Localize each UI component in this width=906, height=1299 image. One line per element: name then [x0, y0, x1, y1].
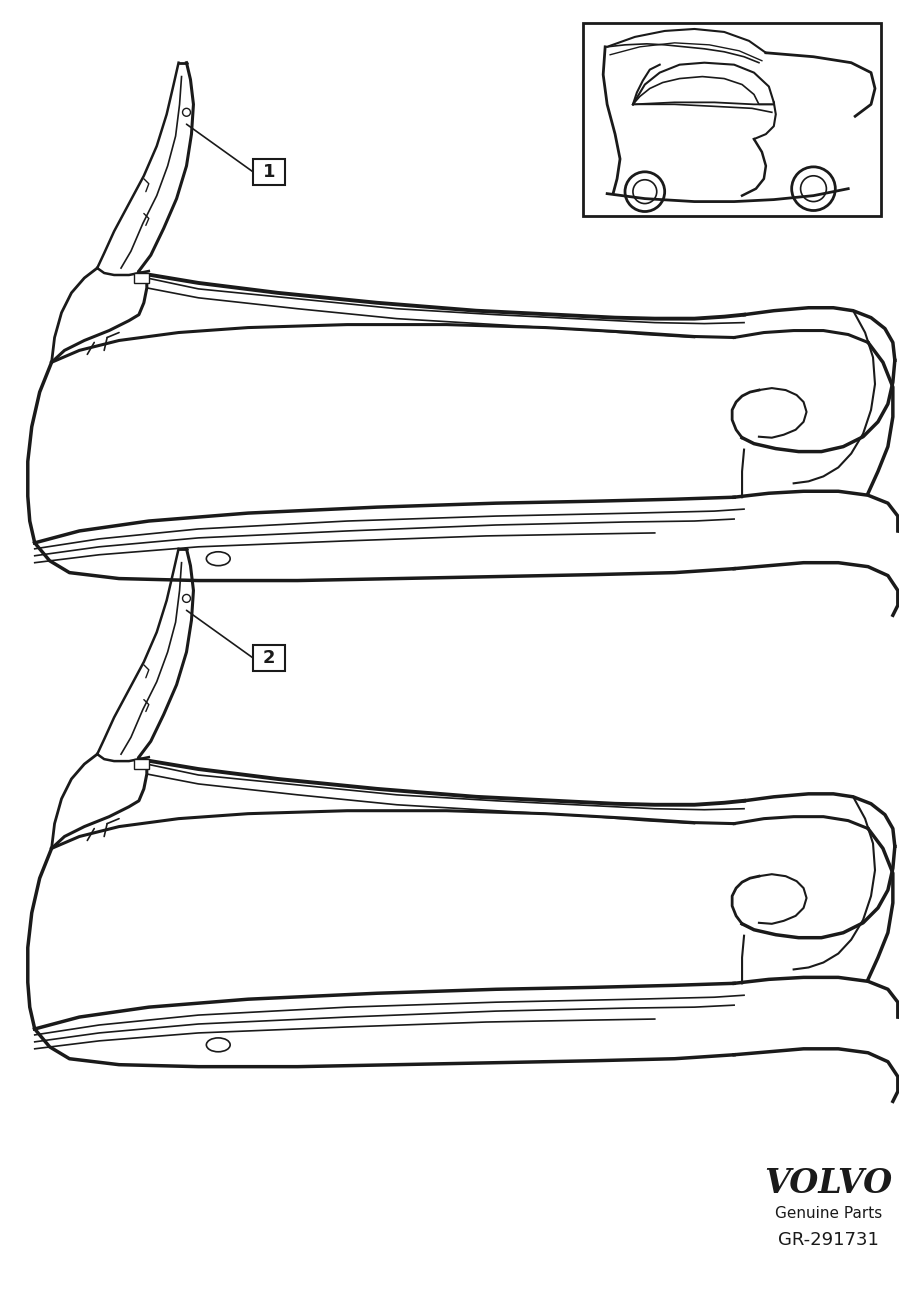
- Text: 1: 1: [263, 162, 275, 181]
- FancyBboxPatch shape: [253, 158, 284, 184]
- Bar: [134, 273, 149, 283]
- Bar: [134, 759, 149, 769]
- Text: 2: 2: [263, 650, 275, 666]
- Text: Genuine Parts: Genuine Parts: [775, 1205, 882, 1221]
- FancyBboxPatch shape: [253, 646, 284, 670]
- Text: GR-291731: GR-291731: [778, 1231, 879, 1250]
- Bar: [583, 23, 881, 217]
- Text: VOLVO: VOLVO: [765, 1168, 892, 1200]
